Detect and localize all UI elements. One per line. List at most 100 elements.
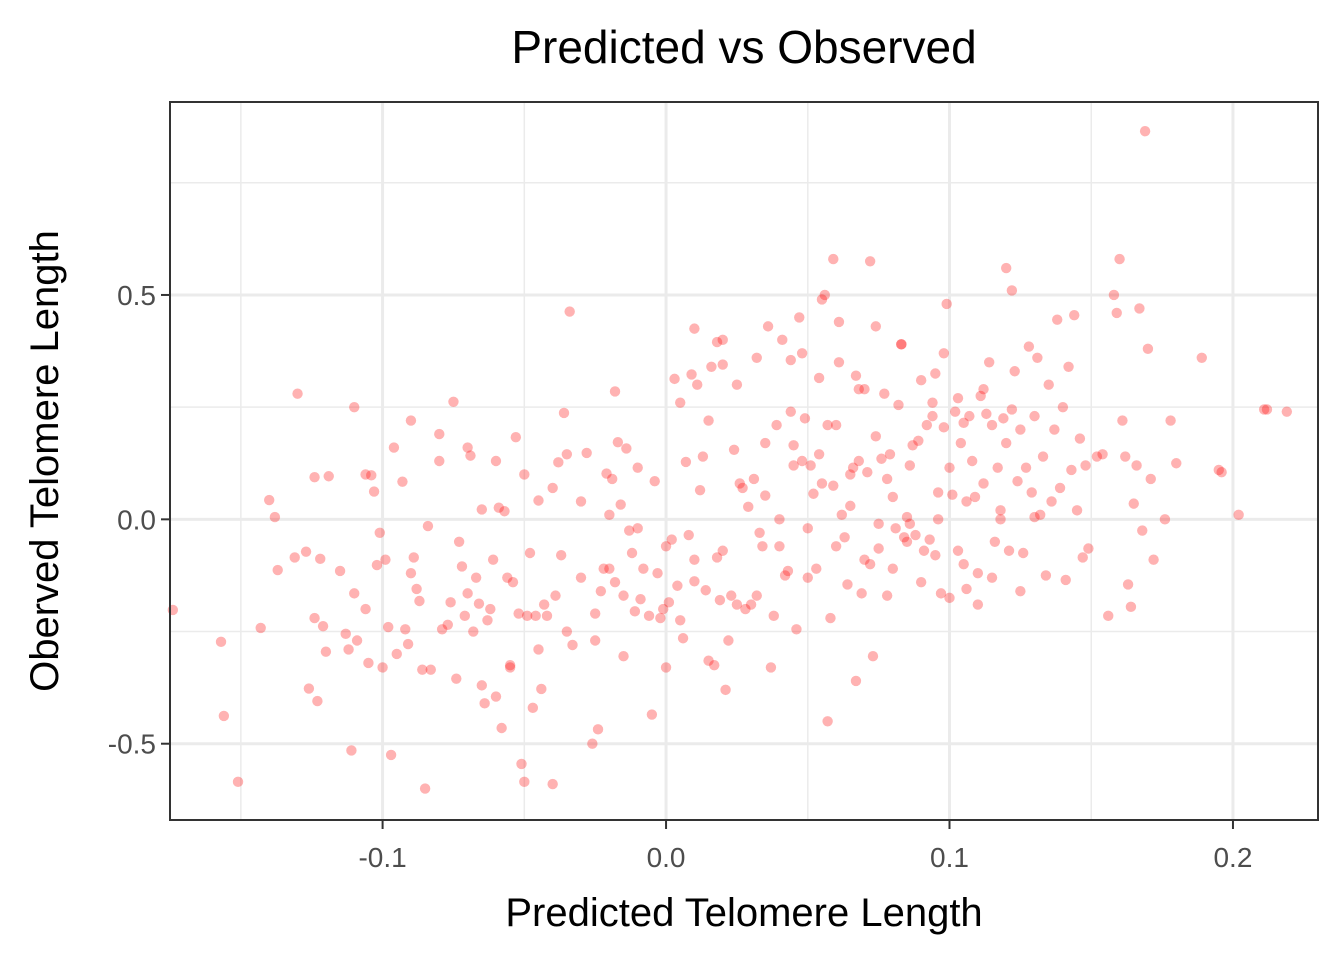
scatter-point [652,567,663,579]
scatter-point [400,624,411,635]
scatter-point [658,603,669,615]
scatter-point [589,635,601,646]
y-tick-label: -0.5 [108,729,156,760]
scatter-point [391,648,402,660]
scatter-point [1026,487,1037,498]
scatter-point [366,470,377,481]
scatter-point [740,603,751,615]
scatter-point [791,624,802,635]
scatter-point [805,460,816,471]
scatter-point [859,554,870,565]
scatter-point [853,455,864,467]
scatter-point [1057,401,1069,413]
scatter-point [881,590,893,601]
scatter-point [595,585,607,597]
scatter-point [896,339,907,350]
scatter-point [757,541,768,552]
scatter-point [751,590,762,601]
scatter-point [672,580,683,591]
grid-major-lines [170,102,1318,820]
scatter-point [745,599,757,610]
scatter-point [1171,458,1182,469]
scatter-point [811,563,822,574]
scatter-point [927,410,938,422]
scatter-point [561,449,573,460]
scatter-point [1006,285,1018,296]
scatter-point [842,579,853,590]
scatter-point [405,415,417,426]
scatter-point [374,527,385,538]
scatter-point [1052,314,1063,325]
scatter-point [547,482,558,494]
scatter-point [385,749,397,761]
scatter-point [592,724,604,735]
scatter-point [436,624,448,635]
scatter-point [360,469,371,480]
scatter-point [958,417,969,429]
scatter-point [1077,552,1088,563]
scatter-point [864,559,876,570]
scatter-point [538,599,550,610]
scatter-point [550,590,561,601]
scatter-point [581,447,592,459]
scatter-point [952,392,964,404]
scatter-point [816,478,828,489]
scatter-point [969,491,981,503]
scatter-point [1137,525,1148,536]
scatter-point [1117,415,1128,426]
scatter-point [470,572,482,583]
scatter-point [1003,545,1015,556]
scatter-point [731,379,743,390]
scatter-point [462,442,473,453]
scatter-point [272,564,283,576]
scatter-point [711,336,723,348]
scatter-point [521,610,533,622]
scatter-point [918,545,930,556]
scatter-point [323,471,334,482]
scatter-point [1108,289,1120,301]
scatter-point [612,436,624,448]
scatter-point [459,610,470,622]
scatter-point [1040,570,1052,581]
scatter-point [972,567,984,579]
scatter-point [462,588,473,599]
scatter-point [371,559,383,571]
scatter-point [663,597,675,608]
y-axis-title: Oberved Telomere Length [23,230,67,692]
scatter-point [445,597,456,608]
scatter-point [476,504,488,515]
scatter-point [589,608,601,619]
scatter-point [575,572,587,583]
scatter-point [215,636,227,648]
scatter-point [915,576,927,588]
scatter-point [904,460,916,471]
scatter-point [292,388,303,399]
scatter-point [981,408,992,420]
scatter-point [1139,125,1151,137]
scatter-point [555,550,567,561]
scatter-point [689,323,700,334]
scatter-point [490,691,502,702]
scatter-point [476,680,488,691]
scatter-point [675,615,686,626]
scatter-point [859,384,870,395]
scatter-point [626,547,638,559]
scatter-point [655,612,666,624]
scatter-point [473,598,485,609]
scatter-point [264,494,275,506]
scatter-point [930,368,941,379]
scatter-point [425,664,436,675]
scatter-point [1258,404,1270,415]
scatter-point [819,289,830,301]
scatter-point [689,576,700,587]
scatter-point [380,554,391,565]
scatter-point [1216,467,1227,478]
scatter-point [349,588,360,599]
scatter-point [777,334,788,346]
scatter-point [1165,415,1176,426]
scatter-point [975,390,986,402]
scatter-point [1103,610,1114,622]
scatter-point [845,500,856,512]
scatter-point [510,432,522,443]
scatter-point [768,610,779,622]
